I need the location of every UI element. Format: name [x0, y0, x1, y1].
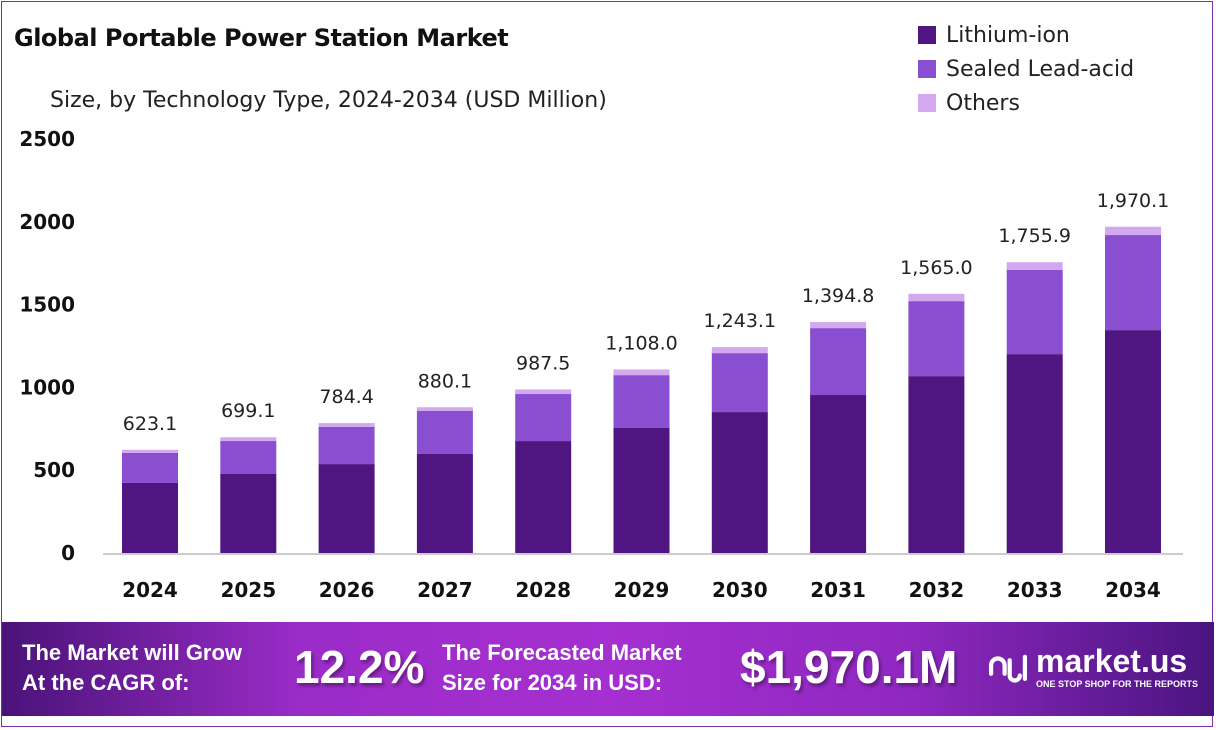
forecast-value: $1,970.1M — [740, 641, 958, 693]
legend: Lithium-ion Sealed Lead-acid Others — [918, 18, 1134, 120]
y-tick-label: 500 — [33, 458, 75, 482]
legend-swatch — [918, 26, 936, 44]
bar-segment-lithium-ion — [318, 464, 375, 553]
bar-segment-sealed-lead-acid — [122, 452, 178, 483]
total-value-label: 784.4 — [319, 386, 373, 408]
y-tick-label: 2000 — [19, 210, 75, 234]
bar-segment-lithium-ion — [1006, 354, 1063, 553]
bar-segment-lithium-ion — [908, 376, 965, 553]
bar-segment-lithium-ion — [515, 441, 572, 553]
x-tick-label: 2034 — [1105, 578, 1161, 602]
legend-item-sealed-lead-acid: Sealed Lead-acid — [918, 52, 1134, 86]
total-value-label: 1,108.0 — [605, 333, 678, 355]
bar-segment-others — [1006, 262, 1063, 270]
bar-segment-sealed-lead-acid — [711, 353, 768, 413]
bar-segment-others — [613, 369, 670, 376]
bar-segment-others — [908, 293, 965, 302]
bar-segment-lithium-ion — [613, 427, 670, 553]
legend-swatch — [918, 60, 936, 78]
bar-segment-others — [711, 347, 768, 354]
bar-segment-lithium-ion — [122, 482, 178, 553]
bar-segment-others — [416, 407, 473, 411]
total-value-label: 987.5 — [516, 352, 570, 374]
bar-segment-sealed-lead-acid — [1006, 269, 1063, 355]
total-value-label: 880.1 — [418, 370, 472, 392]
y-tick-label: 2500 — [19, 127, 75, 151]
x-tick-label: 2027 — [417, 578, 473, 602]
total-value-label: 699.1 — [221, 400, 275, 422]
legend-label: Sealed Lead-acid — [946, 56, 1135, 82]
bar-segment-others — [1105, 226, 1161, 236]
legend-swatch — [918, 94, 936, 112]
bar-segment-others — [515, 389, 572, 395]
bar-segment-sealed-lead-acid — [908, 301, 965, 377]
bar-segment-lithium-ion — [220, 474, 277, 553]
bar-segment-sealed-lead-acid — [1105, 235, 1161, 331]
total-value-label: 623.1 — [123, 413, 177, 435]
x-tick-label: 2032 — [909, 578, 965, 602]
bar-segment-lithium-ion — [1105, 330, 1161, 553]
legend-label: Lithium-ion — [946, 22, 1070, 48]
bar-segment-sealed-lead-acid — [416, 410, 473, 454]
bar-segment-sealed-lead-acid — [613, 375, 670, 428]
logo-name: market.us — [1036, 643, 1188, 679]
bar-segment-others — [122, 449, 178, 453]
x-tick-label: 2026 — [319, 578, 375, 602]
summary-banner: The Market will Grow At the CAGR of: 12.2… — [2, 622, 1214, 716]
x-tick-label: 2025 — [220, 578, 276, 602]
x-tick-label: 2031 — [810, 578, 866, 602]
total-value-label: 1,565.0 — [900, 257, 973, 279]
forecast-label: The Forecasted Market Size for 2034 in US… — [442, 638, 682, 698]
legend-item-lithium-ion: Lithium-ion — [918, 18, 1134, 52]
logo-mark-icon — [988, 654, 1028, 683]
logo-tagline: ONE STOP SHOP FOR THE REPORTS — [1036, 679, 1199, 689]
bar-segment-others — [318, 423, 375, 427]
bar-segment-sealed-lead-acid — [318, 426, 375, 465]
bar-segment-sealed-lead-acid — [515, 394, 572, 442]
cagr-label-line: The Market will Grow — [22, 640, 243, 665]
legend-label: Others — [946, 90, 1020, 116]
y-tick-label: 0 — [61, 541, 75, 565]
bar-segment-lithium-ion — [416, 453, 473, 553]
market-us-logo: market.us ONE STOP SHOP FOR THE REPORTS — [986, 644, 1198, 690]
x-tick-label: 2033 — [1007, 578, 1063, 602]
forecast-label-line: The Forecasted Market — [442, 640, 682, 665]
bar-chart: 0 500 1000 1500 2000 2500 623.1 2024 699.1 2025 78… — [19, 127, 1183, 602]
legend-item-others: Others — [918, 86, 1134, 120]
cagr-label-line: At the CAGR of: — [22, 670, 190, 695]
total-value-label: 1,394.8 — [802, 285, 875, 307]
y-tick-label: 1500 — [19, 293, 75, 317]
x-tick-label: 2028 — [515, 578, 571, 602]
cagr-value: 12.2% — [294, 641, 425, 693]
total-value-label: 1,755.9 — [998, 225, 1071, 247]
y-tick-label: 1000 — [19, 375, 75, 399]
x-tick-label: 2024 — [122, 578, 178, 602]
bar-segment-lithium-ion — [711, 412, 768, 553]
x-tick-label: 2030 — [712, 578, 768, 602]
chart-title: Global Portable Power Station Market — [14, 24, 509, 52]
cagr-label: The Market will Grow At the CAGR of: — [22, 638, 242, 698]
forecast-label-line: Size for 2034 in USD: — [442, 670, 663, 695]
x-tick-label: 2029 — [614, 578, 670, 602]
bar-segment-others — [220, 437, 277, 442]
bar-segment-sealed-lead-acid — [810, 328, 867, 396]
bar-segment-others — [810, 322, 867, 329]
bar-segment-sealed-lead-acid — [220, 441, 277, 475]
chart-subtitle: Size, by Technology Type, 2024-2034 (USD… — [50, 88, 607, 113]
total-value-label: 1,970.1 — [1097, 190, 1170, 212]
total-value-label: 1,243.1 — [704, 310, 777, 332]
bar-segment-lithium-ion — [810, 395, 867, 553]
